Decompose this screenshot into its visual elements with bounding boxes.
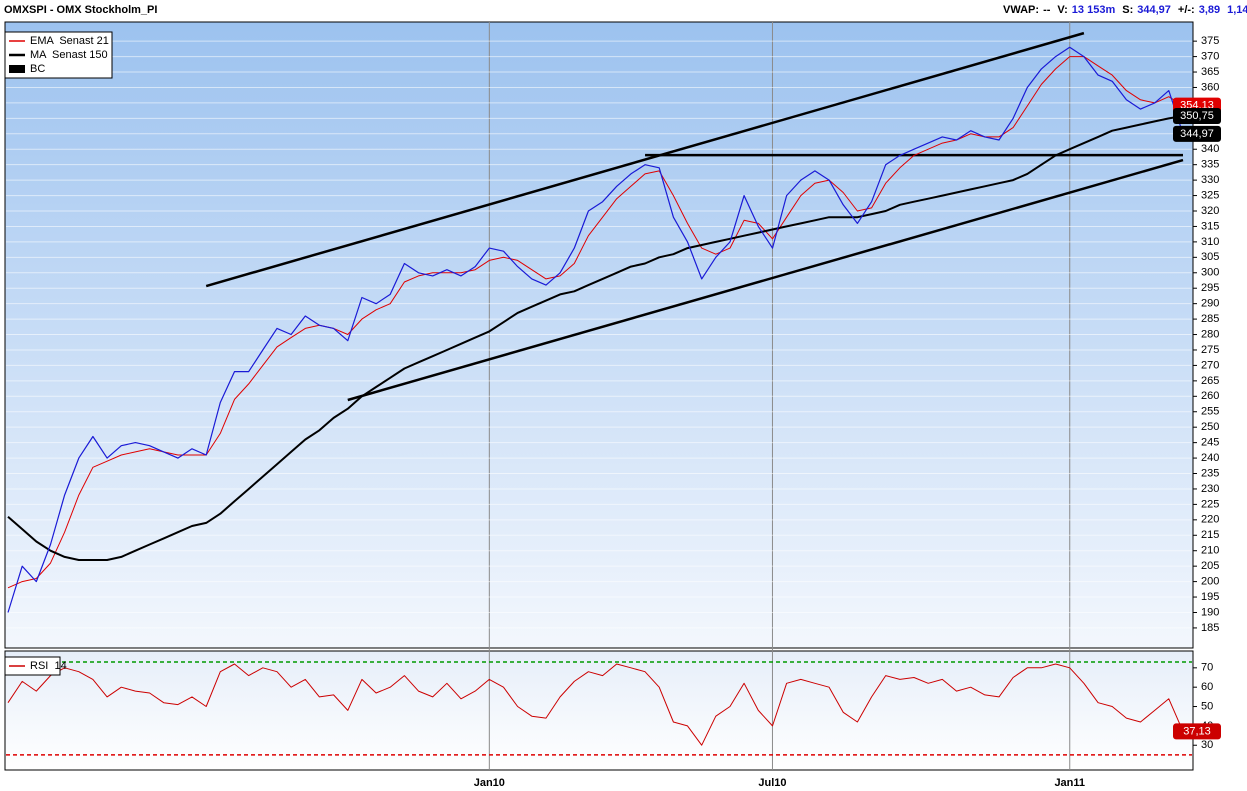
y-tick-label: 230 bbox=[1201, 483, 1219, 495]
header-label: +/-: bbox=[1178, 4, 1195, 16]
trendline bbox=[347, 158, 1184, 402]
y-tick-label: 255 bbox=[1201, 406, 1219, 418]
y-tick-label: 270 bbox=[1201, 359, 1219, 371]
y-tick-label: 365 bbox=[1201, 66, 1219, 78]
trendline bbox=[205, 31, 1085, 288]
y-tick-label: 305 bbox=[1201, 251, 1219, 263]
value-label: 350,75 bbox=[1180, 110, 1214, 122]
header-label: V: bbox=[1057, 4, 1067, 16]
value-badge bbox=[1173, 125, 1221, 142]
y-tick-label: 240 bbox=[1201, 452, 1219, 464]
y-tick-label: 340 bbox=[1201, 143, 1219, 155]
rsi-pane bbox=[4, 650, 1194, 771]
series-line bbox=[7, 46, 1184, 613]
header-value: -- bbox=[1043, 4, 1051, 16]
legend-label: EMA Senast 21 bbox=[30, 35, 109, 47]
y-tick-label: 335 bbox=[1201, 159, 1219, 171]
chart-title: OMXSPI - OMX Stockholm_PI bbox=[4, 4, 157, 16]
y-tick-label: 315 bbox=[1201, 220, 1219, 232]
x-tick-label: Jan11 bbox=[1054, 777, 1085, 789]
header-items: VWAP: -- V: 13 153m S: 344,97 +/-: 3,89 1,14% bbox=[1003, 4, 1247, 16]
legend-swatch bbox=[9, 65, 25, 73]
y-tick-label: 195 bbox=[1201, 591, 1219, 603]
header-value: 3,89 bbox=[1199, 4, 1220, 16]
y-tick-label: 60 bbox=[1201, 681, 1213, 693]
y-tick-label: 310 bbox=[1201, 236, 1219, 248]
y-tick-label: 235 bbox=[1201, 467, 1219, 479]
y-tick-label: 245 bbox=[1201, 437, 1219, 449]
header-change: 1,14% bbox=[1227, 4, 1247, 16]
y-tick-label: 360 bbox=[1201, 81, 1219, 93]
header-value: 344,97 bbox=[1137, 4, 1171, 16]
value-label: 344,97 bbox=[1180, 128, 1214, 140]
header-label: S: bbox=[1122, 4, 1133, 16]
y-tick-label: 370 bbox=[1201, 50, 1219, 62]
legend-label: BC bbox=[30, 63, 45, 75]
x-tick-label: Jul10 bbox=[758, 777, 786, 789]
y-tick-label: 200 bbox=[1201, 576, 1219, 588]
y-tick-label: 260 bbox=[1201, 390, 1219, 402]
y-tick-label: 265 bbox=[1201, 375, 1219, 387]
value-badge bbox=[1173, 108, 1221, 125]
y-tick-label: 325 bbox=[1201, 189, 1219, 201]
y-tick-label: 250 bbox=[1201, 421, 1219, 433]
y-tick-label: 225 bbox=[1201, 498, 1219, 510]
legend-box bbox=[4, 656, 61, 676]
y-tick-label: 330 bbox=[1201, 174, 1219, 186]
y-tick-label: 295 bbox=[1201, 282, 1219, 294]
header-value: 13 153m bbox=[1072, 4, 1116, 16]
y-tick-label: 290 bbox=[1201, 298, 1219, 310]
y-tick-label: 275 bbox=[1201, 344, 1219, 356]
series-line bbox=[7, 115, 1184, 561]
y-tick-label: 185 bbox=[1201, 622, 1219, 634]
legend-label: MA Senast 150 bbox=[30, 49, 108, 61]
y-tick-label: 300 bbox=[1201, 267, 1219, 279]
header-label: VWAP: bbox=[1003, 4, 1039, 16]
x-tick-label: Jan10 bbox=[474, 777, 505, 789]
y-tick-label: 220 bbox=[1201, 514, 1219, 526]
y-tick-label: 320 bbox=[1201, 205, 1219, 217]
value-label: 37,13 bbox=[1183, 725, 1211, 737]
legend-label: RSI 14 bbox=[30, 660, 67, 672]
y-tick-label: 70 bbox=[1201, 662, 1213, 674]
y-tick-label: 205 bbox=[1201, 560, 1219, 572]
y-tick-label: 210 bbox=[1201, 545, 1219, 557]
y-tick-label: 285 bbox=[1201, 313, 1219, 325]
y-tick-label: 215 bbox=[1201, 529, 1219, 541]
y-tick-label: 375 bbox=[1201, 35, 1219, 47]
y-tick-label: 190 bbox=[1201, 606, 1219, 618]
series-line bbox=[7, 663, 1184, 746]
y-tick-label: 280 bbox=[1201, 328, 1219, 340]
y-tick-label: 30 bbox=[1201, 739, 1213, 751]
y-tick-label: 50 bbox=[1201, 700, 1213, 712]
value-badge bbox=[1173, 723, 1221, 740]
plot-layer: Jan10 Jul10 Jan11 185 190 195 200 205 210 215 220 2… bbox=[4, 22, 1221, 789]
